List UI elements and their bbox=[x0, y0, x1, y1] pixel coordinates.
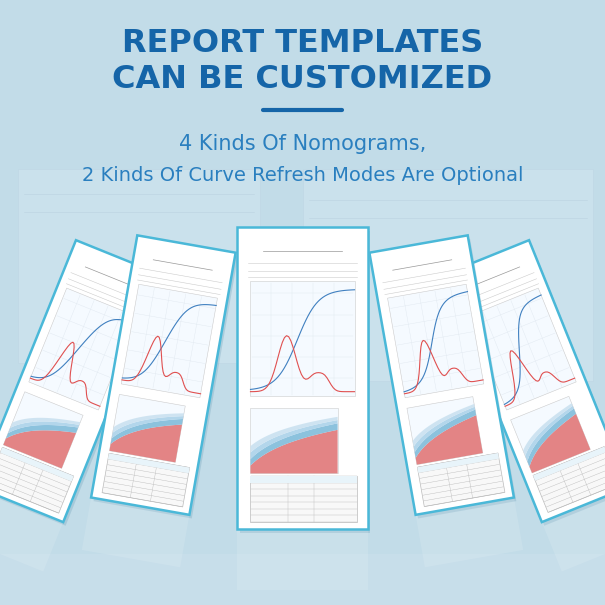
Polygon shape bbox=[108, 453, 189, 473]
Polygon shape bbox=[0, 240, 163, 522]
Text: 2 Kinds Of Curve Refresh Modes Are Optional: 2 Kinds Of Curve Refresh Modes Are Optio… bbox=[82, 166, 523, 185]
Polygon shape bbox=[370, 235, 514, 515]
Polygon shape bbox=[0, 487, 63, 572]
Polygon shape bbox=[511, 396, 590, 473]
Polygon shape bbox=[416, 415, 483, 465]
Polygon shape bbox=[112, 416, 183, 439]
Polygon shape bbox=[91, 235, 235, 515]
Polygon shape bbox=[110, 394, 185, 462]
Polygon shape bbox=[533, 446, 605, 481]
Polygon shape bbox=[0, 447, 74, 482]
Text: 4 Kinds Of Nomograms,: 4 Kinds Of Nomograms, bbox=[179, 134, 426, 154]
Polygon shape bbox=[250, 430, 338, 473]
Text: REPORT TEMPLATES: REPORT TEMPLATES bbox=[122, 28, 483, 59]
Text: CAN BE CUSTOMIZED: CAN BE CUSTOMIZED bbox=[113, 64, 492, 96]
Polygon shape bbox=[10, 418, 80, 428]
Polygon shape bbox=[250, 424, 338, 466]
Polygon shape bbox=[237, 529, 368, 590]
Polygon shape bbox=[4, 392, 83, 468]
Polygon shape bbox=[529, 414, 590, 473]
Polygon shape bbox=[250, 408, 338, 473]
Polygon shape bbox=[414, 407, 475, 452]
Polygon shape bbox=[250, 477, 357, 483]
Polygon shape bbox=[414, 410, 476, 458]
Polygon shape bbox=[523, 404, 573, 456]
Polygon shape bbox=[8, 422, 79, 433]
Polygon shape bbox=[250, 420, 338, 459]
Polygon shape bbox=[113, 413, 184, 433]
Polygon shape bbox=[121, 284, 217, 397]
FancyBboxPatch shape bbox=[0, 554, 605, 605]
Polygon shape bbox=[6, 425, 78, 439]
Polygon shape bbox=[533, 446, 605, 512]
Polygon shape bbox=[469, 288, 576, 410]
Polygon shape bbox=[102, 453, 189, 507]
FancyBboxPatch shape bbox=[18, 169, 260, 363]
FancyBboxPatch shape bbox=[302, 169, 593, 381]
Polygon shape bbox=[542, 487, 605, 572]
Polygon shape bbox=[82, 497, 189, 567]
Polygon shape bbox=[240, 231, 370, 533]
Polygon shape bbox=[111, 419, 183, 444]
Polygon shape bbox=[4, 430, 76, 468]
Polygon shape bbox=[250, 281, 355, 396]
Polygon shape bbox=[0, 244, 165, 526]
Polygon shape bbox=[94, 239, 238, 518]
Polygon shape bbox=[0, 447, 74, 513]
Polygon shape bbox=[407, 397, 483, 465]
Polygon shape bbox=[416, 497, 523, 567]
Polygon shape bbox=[110, 425, 182, 462]
Polygon shape bbox=[445, 244, 605, 526]
Polygon shape bbox=[417, 453, 505, 506]
Polygon shape bbox=[237, 227, 368, 529]
Polygon shape bbox=[29, 288, 136, 410]
Polygon shape bbox=[388, 284, 484, 397]
Polygon shape bbox=[413, 404, 474, 446]
Polygon shape bbox=[442, 240, 605, 522]
Polygon shape bbox=[417, 453, 499, 473]
Polygon shape bbox=[528, 408, 576, 466]
Polygon shape bbox=[250, 417, 338, 453]
Polygon shape bbox=[525, 406, 574, 461]
Polygon shape bbox=[250, 477, 357, 522]
Polygon shape bbox=[372, 239, 516, 518]
